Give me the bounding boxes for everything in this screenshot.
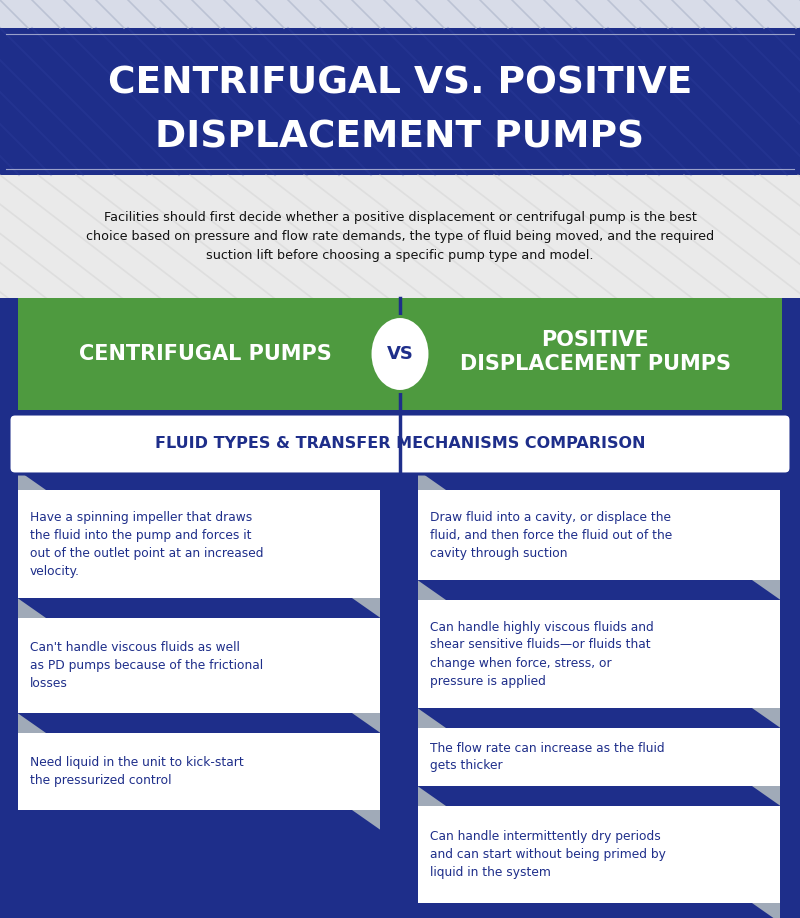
Bar (18, 733, 380, 810)
Polygon shape (752, 786, 780, 806)
Text: Have a spinning impeller that draws
the fluid into the pump and forces it
out of: Have a spinning impeller that draws the … (30, 510, 263, 577)
Bar (18, 490, 380, 598)
Polygon shape (752, 708, 780, 728)
Bar (0, 410, 800, 918)
Bar (0, 175, 800, 298)
Polygon shape (418, 709, 446, 728)
Polygon shape (418, 580, 446, 600)
Polygon shape (752, 903, 780, 918)
Polygon shape (352, 598, 380, 618)
Polygon shape (418, 787, 446, 806)
Text: VS: VS (386, 345, 414, 363)
Polygon shape (752, 580, 780, 599)
Text: CENTRIFUGAL PUMPS: CENTRIFUGAL PUMPS (78, 344, 331, 364)
Text: Need liquid in the unit to kick-start
the pressurized control: Need liquid in the unit to kick-start th… (30, 756, 244, 787)
Bar (0, 28, 800, 175)
Text: FLUID TYPES & TRANSFER MECHANISMS COMPARISON: FLUID TYPES & TRANSFER MECHANISMS COMPAR… (154, 436, 646, 452)
Bar (418, 728, 780, 786)
Bar (18, 618, 380, 713)
Polygon shape (352, 713, 380, 733)
Ellipse shape (370, 317, 430, 391)
Text: Can handle intermittently dry periods
and can start without being primed by
liqu: Can handle intermittently dry periods an… (430, 830, 666, 879)
Text: POSITIVE
DISPLACEMENT PUMPS: POSITIVE DISPLACEMENT PUMPS (459, 330, 730, 374)
Bar (418, 490, 780, 580)
Text: Can handle highly viscous fluids and
shear sensitive fluids—or fluids that
chang: Can handle highly viscous fluids and she… (430, 621, 654, 688)
Text: The flow rate can increase as the fluid
gets thicker: The flow rate can increase as the fluid … (430, 742, 665, 773)
Polygon shape (418, 470, 446, 490)
Bar (0, 0, 800, 28)
Polygon shape (18, 713, 46, 733)
Bar (0, 298, 20, 410)
FancyBboxPatch shape (9, 414, 791, 474)
Bar (780, 298, 800, 410)
Text: CENTRIFUGAL VS. POSITIVE: CENTRIFUGAL VS. POSITIVE (108, 65, 692, 101)
Bar (18, 298, 782, 410)
Bar (418, 600, 780, 708)
Polygon shape (18, 599, 46, 618)
Bar (418, 806, 780, 903)
Polygon shape (352, 810, 380, 830)
Polygon shape (18, 470, 46, 490)
Text: Can't handle viscous fluids as well
as PD pumps because of the frictional
losses: Can't handle viscous fluids as well as P… (30, 641, 263, 690)
Text: DISPLACEMENT PUMPS: DISPLACEMENT PUMPS (155, 120, 645, 156)
Text: Draw fluid into a cavity, or displace the
fluid, and then force the fluid out of: Draw fluid into a cavity, or displace th… (430, 510, 672, 559)
Text: Facilities should first decide whether a positive displacement or centrifugal pu: Facilities should first decide whether a… (86, 210, 714, 263)
